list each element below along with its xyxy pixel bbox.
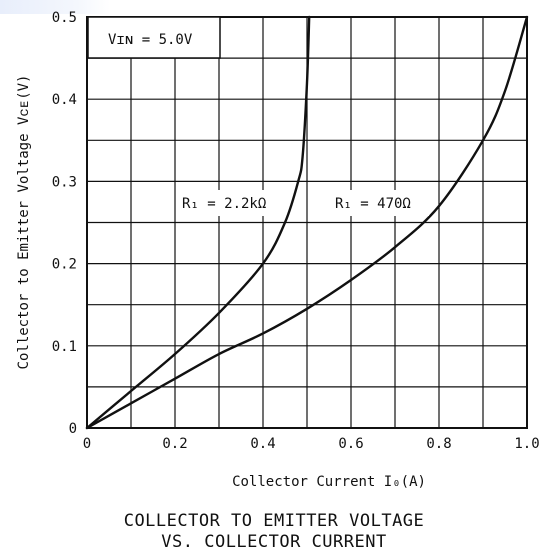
plot-frame <box>86 16 528 429</box>
vin-label: Vɪɴ = 5.0V <box>108 32 193 48</box>
r1-470-label: R₁ = 470Ω <box>335 196 411 212</box>
corner-tint <box>0 0 110 14</box>
y-tick-label: 0 <box>69 421 77 437</box>
x-tick-label: 1.0 <box>514 436 539 452</box>
vin-box <box>87 16 221 59</box>
y-tick-label: 0.3 <box>52 174 77 190</box>
x-tick-label: 0.2 <box>162 436 187 452</box>
y-tick-label: 0.1 <box>52 339 77 355</box>
y-tick-label: 0.4 <box>52 92 77 108</box>
chart-title-line-2: VS. COLLECTOR CURRENT <box>161 532 387 552</box>
chart-title-line-1: COLLECTOR TO EMITTER VOLTAGE <box>123 511 425 531</box>
x-axis-label: Collector Current I₀(A) <box>232 474 426 490</box>
label-bg-22k <box>178 190 286 216</box>
y-tick-label: 0.2 <box>52 257 77 273</box>
label-bg-470 <box>331 190 429 216</box>
series-lines <box>85 15 529 430</box>
x-tick-label: 0.8 <box>426 436 451 452</box>
x-tick-label: 0.6 <box>338 436 363 452</box>
series-line-r1-470 <box>85 15 529 430</box>
x-tick-labels: 0 0.2 0.4 0.6 0.8 1.0 <box>83 436 540 452</box>
chart: 0 0.2 0.4 0.6 0.8 1.0 0 0.1 0.2 0.3 0.4 0.5 Vɪɴ = … <box>16 10 540 490</box>
series-line-r1-2-2k <box>85 15 311 430</box>
x-tick-label: 0.4 <box>250 436 275 452</box>
y-tick-label: 0.5 <box>52 10 77 26</box>
y-tick-labels: 0 0.1 0.2 0.3 0.4 0.5 <box>52 10 77 437</box>
y-axis-label: Collector to Emitter Voltage Vᴄᴇ(V) <box>16 75 32 370</box>
x-tick-label: 0 <box>83 436 91 452</box>
r1-22k-label: R₁ = 2.2kΩ <box>182 196 266 212</box>
